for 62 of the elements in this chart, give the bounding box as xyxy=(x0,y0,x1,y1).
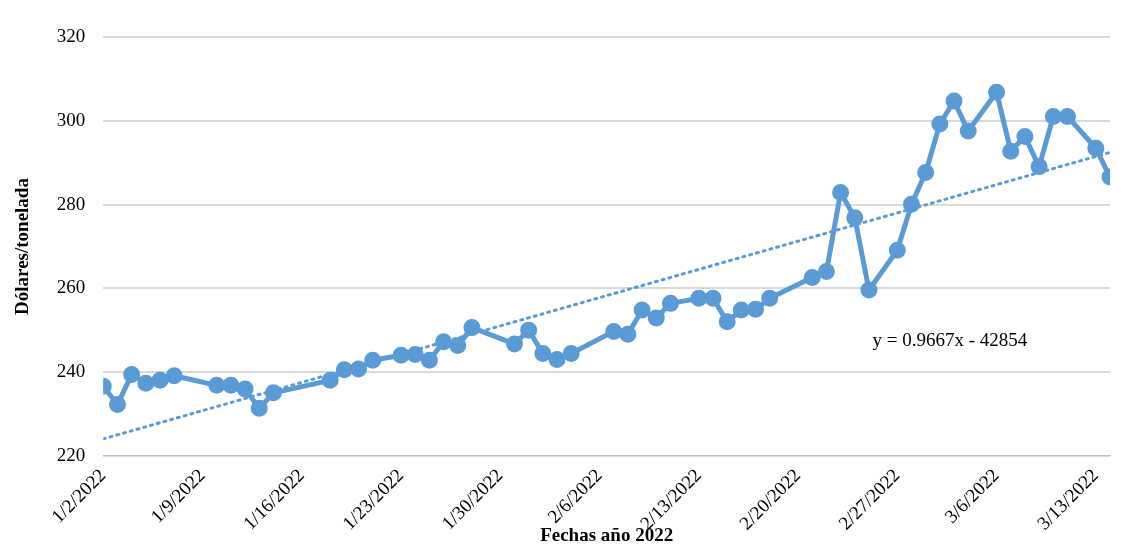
point xyxy=(903,195,920,213)
point xyxy=(917,163,935,181)
point xyxy=(732,301,750,319)
point xyxy=(832,184,850,202)
point xyxy=(222,376,240,394)
y-tick-label: 220 xyxy=(56,443,86,465)
point xyxy=(860,281,878,299)
point xyxy=(364,351,382,369)
point xyxy=(1016,128,1034,146)
point xyxy=(1087,139,1105,157)
point xyxy=(959,122,977,140)
point xyxy=(520,321,538,339)
y-tick-label: 320 xyxy=(56,25,86,47)
point xyxy=(1002,142,1020,160)
point xyxy=(420,351,438,369)
point xyxy=(690,289,708,307)
point xyxy=(747,300,765,318)
point xyxy=(988,83,1006,101)
point xyxy=(236,380,254,398)
point xyxy=(151,371,169,389)
point xyxy=(647,309,665,327)
point xyxy=(661,294,679,312)
point xyxy=(165,367,183,385)
y-tick-label: 260 xyxy=(56,276,86,298)
point xyxy=(704,289,722,307)
point xyxy=(435,333,453,351)
point xyxy=(321,371,339,389)
point xyxy=(108,396,126,414)
point xyxy=(463,319,481,337)
point xyxy=(846,209,864,227)
point xyxy=(931,115,949,133)
y-axis-title: Dólares/tonelada xyxy=(11,177,33,315)
point xyxy=(208,376,226,394)
point xyxy=(888,241,906,259)
point xyxy=(761,289,779,307)
point xyxy=(406,345,424,363)
point xyxy=(264,384,282,402)
point xyxy=(1044,107,1062,125)
point xyxy=(605,322,623,340)
point xyxy=(945,92,963,110)
point xyxy=(350,360,368,378)
point xyxy=(718,313,736,331)
point xyxy=(562,345,580,363)
point xyxy=(548,350,566,368)
point xyxy=(633,301,651,319)
annotation: y = 0.9667x - 42854 xyxy=(872,328,1028,350)
point xyxy=(803,268,821,286)
point xyxy=(250,399,268,417)
point xyxy=(1030,158,1048,176)
y-tick-label: 280 xyxy=(56,192,86,214)
point xyxy=(123,365,141,383)
point xyxy=(505,335,523,353)
y-tick-label: 300 xyxy=(56,109,86,131)
point xyxy=(449,337,467,355)
y-tick-label: 240 xyxy=(56,359,86,381)
point xyxy=(392,346,410,364)
point xyxy=(335,361,353,379)
point xyxy=(619,325,637,343)
point xyxy=(137,374,155,392)
point xyxy=(817,263,835,281)
point xyxy=(534,345,552,363)
point xyxy=(1058,107,1076,125)
